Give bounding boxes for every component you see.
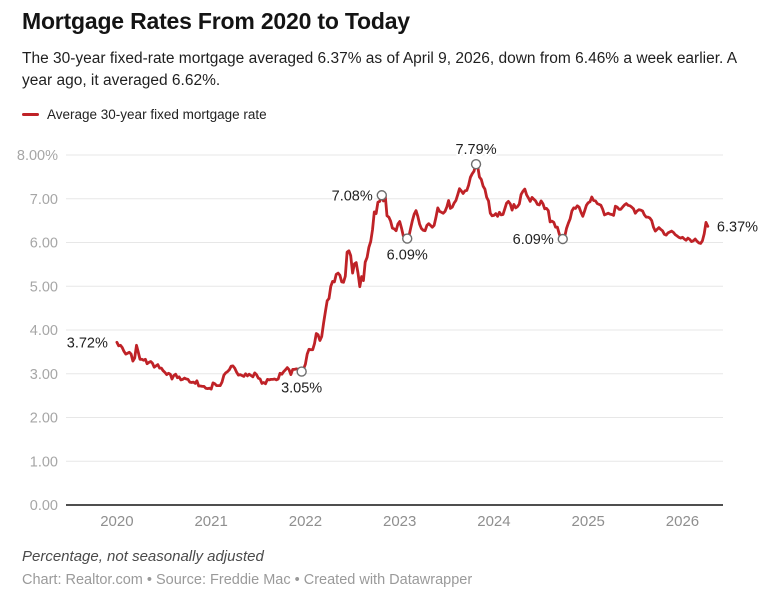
annotation-label: 3.05% xyxy=(281,381,322,397)
y-tick-label: 7.00 xyxy=(30,192,58,208)
chart-footnote: Percentage, not seasonally adjusted xyxy=(22,548,264,565)
annotation-marker xyxy=(557,233,568,245)
x-tick-label: 2025 xyxy=(572,513,605,530)
y-tick-label: 5.00 xyxy=(30,279,58,295)
chart-legend: Average 30-year fixed mortgage rate xyxy=(22,107,267,122)
y-tick-label: 4.00 xyxy=(30,323,58,339)
y-tick-label: 1.00 xyxy=(30,454,58,470)
x-tick-label: 2024 xyxy=(477,513,510,530)
annotation-label: 6.37% xyxy=(717,219,758,235)
x-tick-label: 2022 xyxy=(289,513,322,530)
annotation-label: 6.09% xyxy=(513,232,554,248)
annotation-label: 6.09% xyxy=(387,248,428,264)
annotation-marker xyxy=(376,190,387,201)
x-tick-label: 2020 xyxy=(100,513,133,530)
y-tick-label: 8.00% xyxy=(17,148,58,164)
rate-line xyxy=(115,162,710,391)
legend-line-swatch xyxy=(22,112,39,117)
annotation-label: 3.72% xyxy=(67,335,108,351)
annotation-marker xyxy=(296,366,307,377)
chart-title: Mortgage Rates From 2020 to Today xyxy=(22,8,410,34)
annotation-label: 7.08% xyxy=(332,188,373,204)
y-tick-label: 6.00 xyxy=(30,236,58,252)
x-tick-label: 2021 xyxy=(194,513,227,530)
chart-attribution: Chart: Realtor.com • Source: Freddie Mac… xyxy=(22,572,473,588)
annotation-label: 7.79% xyxy=(455,142,496,158)
y-tick-label: 3.00 xyxy=(30,367,58,383)
annotation-marker xyxy=(470,158,482,170)
legend-label: Average 30-year fixed mortgage rate xyxy=(47,107,267,122)
y-tick-label: 0.00 xyxy=(30,498,58,514)
chart-subtitle: The 30-year fixed-rate mortgage averaged… xyxy=(22,50,737,89)
annotation-marker xyxy=(402,233,413,244)
x-tick-label: 2023 xyxy=(383,513,416,530)
y-tick-label: 2.00 xyxy=(30,411,58,427)
line-chart: 8.00% 7.00 6.00 5.00 4.00 3.00 2.00 1.00 0.00 202… xyxy=(17,140,760,530)
x-tick-label: 2026 xyxy=(666,513,699,530)
